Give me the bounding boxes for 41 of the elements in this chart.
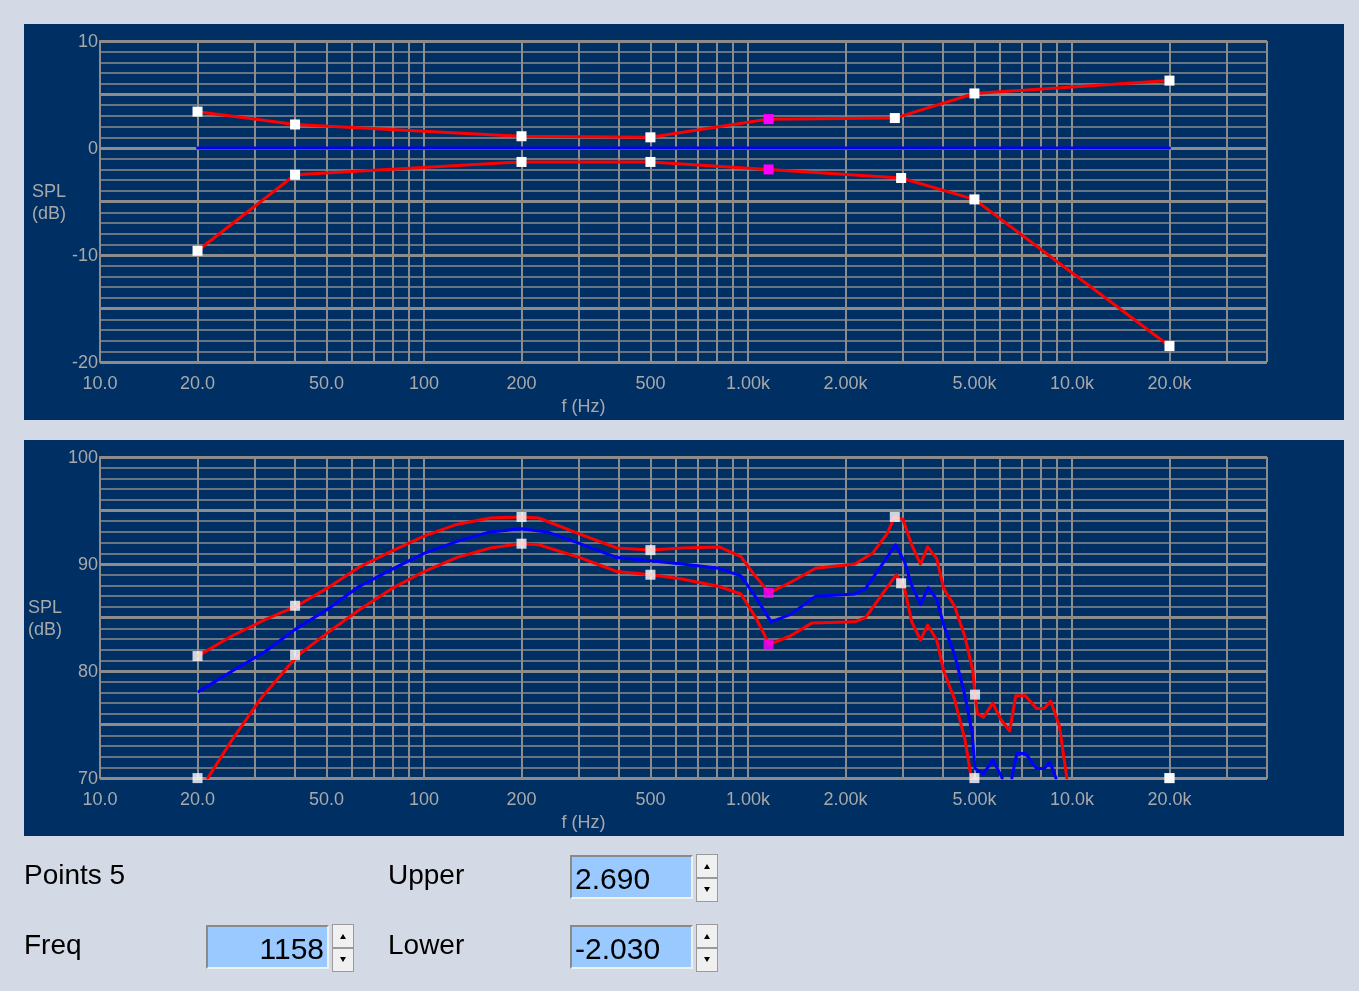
text: 2.690	[570, 855, 693, 899]
x-tick-label: 5.00k	[952, 373, 998, 394]
y-tick-label: 10	[77, 31, 98, 51]
x-tick-label: 50.0	[308, 789, 344, 810]
y-tick-label: 0	[87, 138, 98, 159]
x-tick-label: 10.0	[82, 789, 118, 810]
x-tick-label: 100	[408, 373, 439, 394]
x-tick-label: 1.00k	[725, 373, 771, 394]
x-tick-label: 500	[635, 373, 666, 394]
text: -2.030	[570, 925, 693, 969]
x-tick-label: 20.0k	[1147, 373, 1193, 394]
x-tick-label: 20.0	[180, 789, 216, 810]
x-tick-label: 500	[635, 789, 666, 810]
x-tick-label: 20.0	[180, 373, 216, 394]
y-axis-title: SPL (dB)	[28, 596, 63, 639]
x-tick-label: 10.0k	[1049, 373, 1095, 394]
text: Points 5	[24, 858, 126, 892]
x-tick-label: 2.00k	[823, 789, 869, 810]
x-tick-label: 5.00k	[952, 789, 998, 810]
y-axis-title: SPL (dB)	[32, 180, 67, 223]
text: Freq	[24, 928, 82, 962]
x-tick-label: 2.00k	[823, 373, 869, 394]
x-tick-label: 20.0k	[1147, 789, 1193, 810]
y-tick-label: 70	[77, 768, 98, 789]
text: Upper	[388, 858, 465, 892]
x-axis-title: f (Hz)	[561, 812, 606, 832]
y-tick-label: 90	[77, 554, 98, 575]
y-tick-label: 100	[67, 447, 98, 467]
y-tick-label: -10	[71, 245, 98, 266]
x-tick-label: 10.0	[82, 373, 118, 394]
x-axis-title: f (Hz)	[561, 396, 606, 416]
text: Lower	[388, 928, 465, 962]
x-tick-label: 1.00k	[725, 789, 771, 810]
text: 1158	[206, 925, 329, 969]
y-tick-label: 80	[77, 661, 98, 682]
x-tick-label: 100	[408, 789, 439, 810]
x-tick-label: 50.0	[308, 373, 344, 394]
y-tick-label: -20	[71, 352, 98, 373]
x-tick-label: 200	[506, 789, 537, 810]
x-tick-label: 200	[506, 373, 537, 394]
x-tick-label: 10.0k	[1049, 789, 1095, 810]
